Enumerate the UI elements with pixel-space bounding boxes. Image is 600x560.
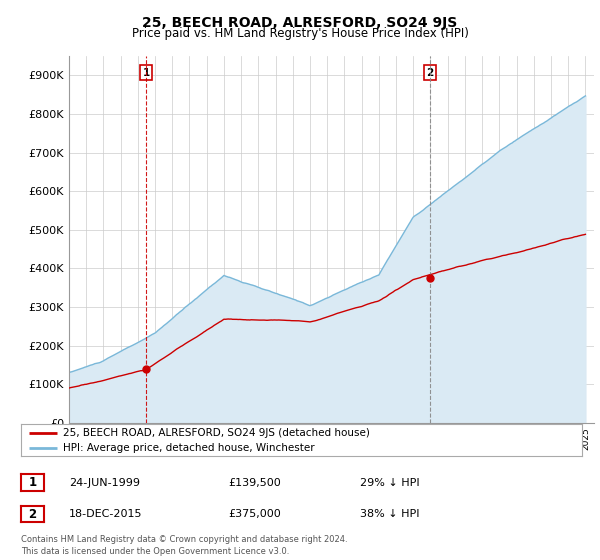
Text: This data is licensed under the Open Government Licence v3.0.: This data is licensed under the Open Gov… bbox=[21, 547, 289, 556]
Text: 25, BEECH ROAD, ALRESFORD, SO24 9JS: 25, BEECH ROAD, ALRESFORD, SO24 9JS bbox=[142, 16, 458, 30]
Text: 29% ↓ HPI: 29% ↓ HPI bbox=[360, 478, 419, 488]
Text: 2: 2 bbox=[28, 507, 37, 521]
Text: £375,000: £375,000 bbox=[228, 509, 281, 519]
Text: £139,500: £139,500 bbox=[228, 478, 281, 488]
Text: 24-JUN-1999: 24-JUN-1999 bbox=[69, 478, 140, 488]
Text: 25, BEECH ROAD, ALRESFORD, SO24 9JS (detached house): 25, BEECH ROAD, ALRESFORD, SO24 9JS (det… bbox=[63, 428, 370, 438]
Text: 18-DEC-2015: 18-DEC-2015 bbox=[69, 509, 143, 519]
Text: HPI: Average price, detached house, Winchester: HPI: Average price, detached house, Winc… bbox=[63, 443, 314, 453]
Text: 1: 1 bbox=[28, 476, 37, 489]
Text: Contains HM Land Registry data © Crown copyright and database right 2024.: Contains HM Land Registry data © Crown c… bbox=[21, 535, 347, 544]
Text: 1: 1 bbox=[142, 68, 150, 77]
Text: 38% ↓ HPI: 38% ↓ HPI bbox=[360, 509, 419, 519]
Text: 2: 2 bbox=[426, 68, 433, 77]
Text: Price paid vs. HM Land Registry's House Price Index (HPI): Price paid vs. HM Land Registry's House … bbox=[131, 27, 469, 40]
